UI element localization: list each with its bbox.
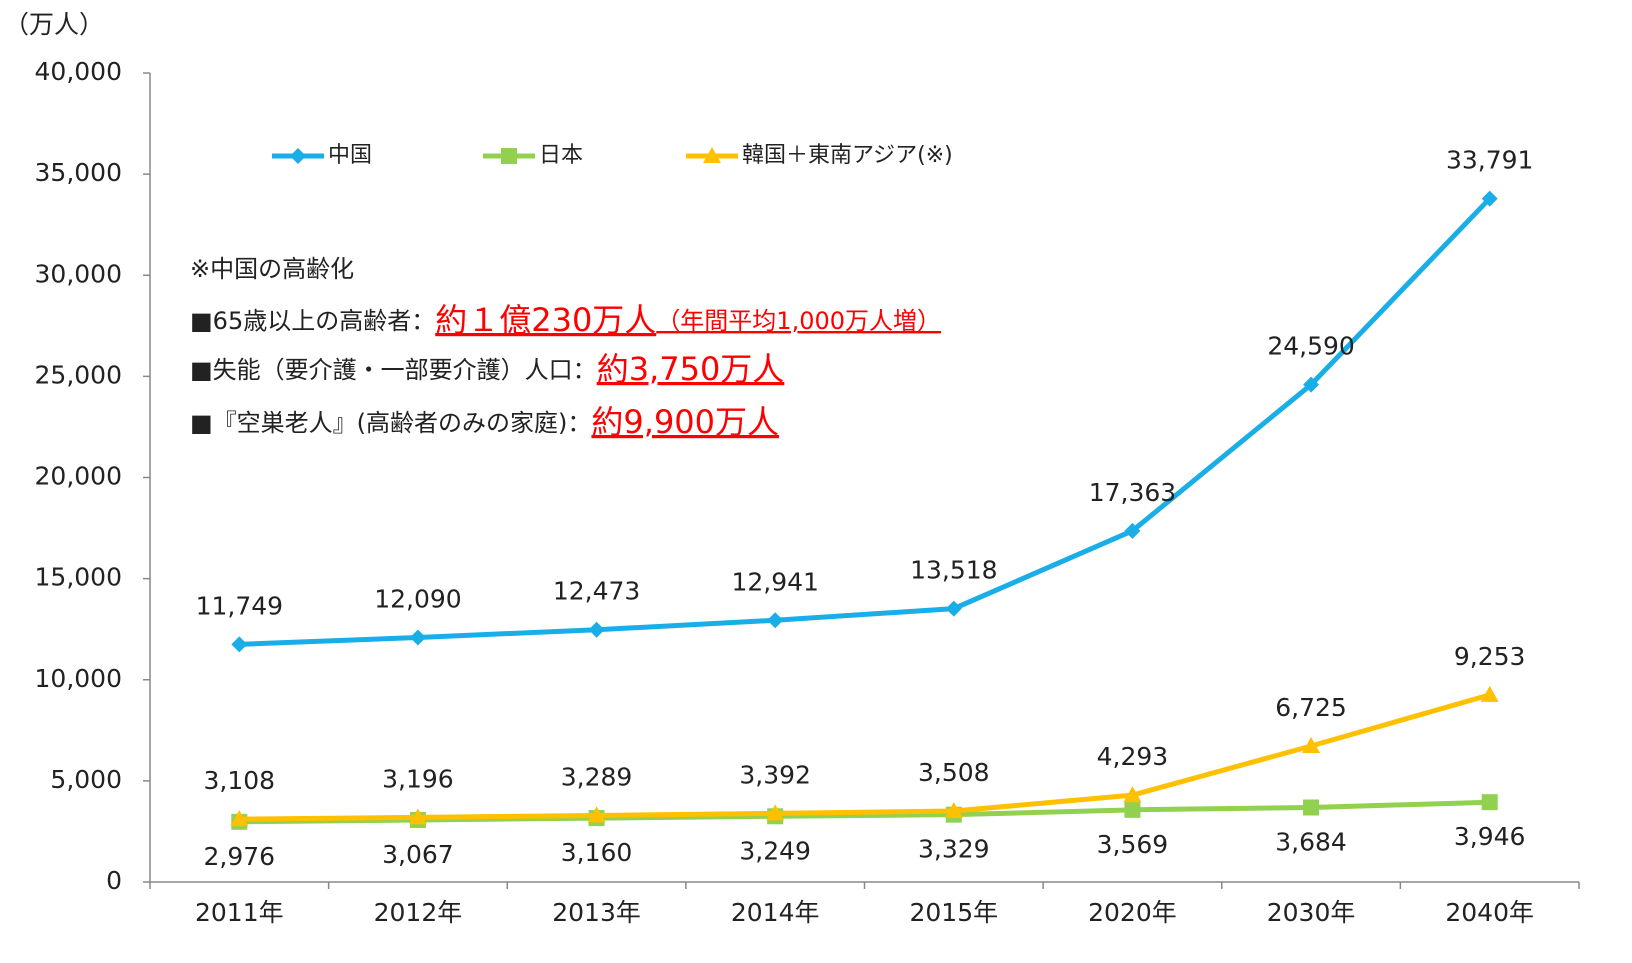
marker xyxy=(230,810,249,827)
data-label: 3,249 xyxy=(739,836,811,865)
annotation-text: ■失能（要介護・一部要介護）人口： xyxy=(190,356,597,384)
marker xyxy=(1303,799,1320,816)
marker xyxy=(944,802,963,819)
annotation-text: ■『空巣老人』(高齢者のみの家庭)： xyxy=(190,409,591,437)
data-label: 2,976 xyxy=(204,842,276,871)
marker xyxy=(1123,786,1142,803)
unit-label: （万人） xyxy=(4,10,104,39)
x-tick-label: 2014年 xyxy=(731,898,820,927)
x-tick-label: 2030年 xyxy=(1267,898,1356,927)
y-tick-label: 20,000 xyxy=(35,462,122,491)
marker xyxy=(766,804,785,821)
series: 11,749 12,090 12,473 12,941 13,518 17,363 24,5… xyxy=(196,146,1533,653)
marker xyxy=(1481,190,1498,207)
annotation-text: ※中国の高齢化 xyxy=(190,255,354,283)
marker xyxy=(408,808,427,825)
y-tick-label: 35,000 xyxy=(35,158,122,187)
marker xyxy=(945,600,962,617)
marker xyxy=(588,621,605,638)
marker xyxy=(1124,801,1141,818)
data-label: 9,253 xyxy=(1454,642,1526,671)
data-label: 3,508 xyxy=(918,758,990,787)
annotation-highlight: 約9,900万人 xyxy=(591,403,779,441)
y-tick-label: 10,000 xyxy=(35,664,122,693)
annotation: ※中国の高齢化 xyxy=(190,255,354,283)
legend-label: 中国 xyxy=(328,143,372,168)
marker xyxy=(1124,522,1141,539)
data-label: 12,941 xyxy=(731,567,818,596)
series: 2,976 3,067 3,160 3,249 3,329 3,569 3,684 3,946 xyxy=(204,794,1526,871)
data-label: 3,684 xyxy=(1275,827,1347,856)
data-label: 3,067 xyxy=(382,840,454,869)
x-tick-label: 2015年 xyxy=(910,898,999,927)
data-label: 3,569 xyxy=(1097,830,1169,859)
x-tick-label: 2011年 xyxy=(195,898,284,927)
data-label: 3,289 xyxy=(561,762,633,791)
data-label: 33,791 xyxy=(1446,146,1533,175)
marker xyxy=(1303,376,1320,393)
marker xyxy=(1302,736,1321,753)
annotation-note: （年間平均1,000万人増） xyxy=(656,307,941,335)
annotation-text: ■65歳以上の高齢者： xyxy=(190,307,435,335)
data-label: 24,590 xyxy=(1267,332,1354,361)
data-label: 3,160 xyxy=(561,838,633,867)
data-label: 3,329 xyxy=(918,835,990,864)
data-label: 12,473 xyxy=(553,577,640,606)
annotation: ■『空巣老人』(高齢者のみの家庭)：約9,900万人 xyxy=(190,403,779,441)
marker xyxy=(1480,685,1499,702)
y-tick-label: 25,000 xyxy=(35,360,122,389)
y-tick-label: 40,000 xyxy=(35,57,122,86)
x-tick-label: 2013年 xyxy=(552,898,641,927)
legend-label: 韓国＋東南アジア(※) xyxy=(742,143,953,168)
data-label: 3,108 xyxy=(204,766,276,795)
data-label: 3,392 xyxy=(739,760,811,789)
data-label: 11,749 xyxy=(196,591,283,620)
marker xyxy=(501,148,517,164)
marker xyxy=(290,148,306,164)
marker xyxy=(231,636,248,653)
y-tick-label: 15,000 xyxy=(35,563,122,592)
y-tick-label: 5,000 xyxy=(50,765,122,794)
annotation-highlight: 約3,750万人 xyxy=(597,350,785,388)
data-label: 17,363 xyxy=(1089,478,1176,507)
x-tick-label: 2040年 xyxy=(1445,898,1534,927)
data-label: 4,293 xyxy=(1097,742,1169,771)
annotation: ■失能（要介護・一部要介護）人口：約3,750万人 xyxy=(190,350,784,388)
annotation-highlight: 約１億230万人 xyxy=(435,301,656,339)
data-label: 3,196 xyxy=(382,764,454,793)
marker xyxy=(1481,794,1498,811)
x-tick-label: 2012年 xyxy=(374,898,463,927)
annotation: ■65歳以上の高齢者：約１億230万人（年間平均1,000万人増） xyxy=(190,301,941,339)
marker xyxy=(409,629,426,646)
series-line xyxy=(239,799,1490,825)
x-tick-label: 2020年 xyxy=(1088,898,1177,927)
marker xyxy=(703,147,721,163)
legend-label: 日本 xyxy=(539,143,583,168)
marker xyxy=(767,612,784,629)
data-label: 13,518 xyxy=(910,556,997,585)
series-line xyxy=(239,196,1492,647)
series: 3,108 3,196 3,289 3,392 3,508 4,293 6,725 9,253 xyxy=(204,642,1526,827)
data-label: 3,946 xyxy=(1454,822,1526,851)
y-tick-label: 30,000 xyxy=(35,259,122,288)
marker xyxy=(587,806,606,823)
data-label: 6,725 xyxy=(1275,693,1347,722)
series-line xyxy=(239,692,1491,822)
y-tick-label: 0 xyxy=(106,866,122,895)
data-label: 12,090 xyxy=(374,584,461,613)
